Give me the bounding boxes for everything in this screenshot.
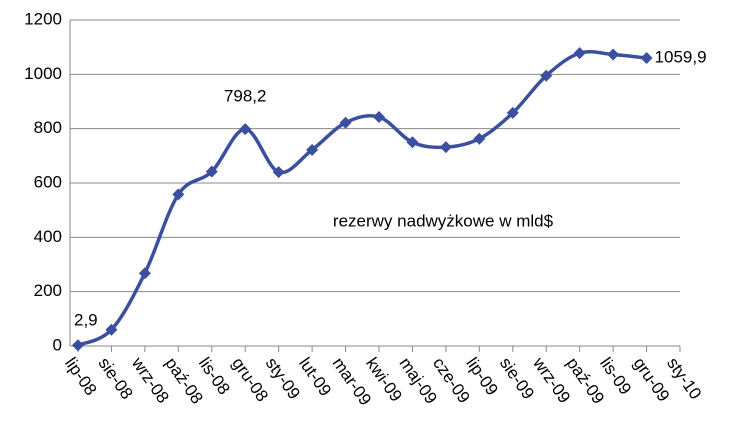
series-line <box>77 50 647 347</box>
y-tick-label: 400 <box>34 227 62 246</box>
y-tick-label: 0 <box>53 335 62 354</box>
marker <box>406 136 419 149</box>
marker <box>272 166 285 179</box>
y-tick-label: 800 <box>34 118 62 137</box>
y-tick-label: 1000 <box>24 64 62 83</box>
marker <box>105 323 118 336</box>
y-tick-label: 600 <box>34 172 62 191</box>
marker <box>439 141 452 154</box>
marker <box>306 143 319 156</box>
data-label: 1059,9 <box>655 48 707 67</box>
marker <box>473 132 486 145</box>
marker <box>640 52 653 65</box>
x-tick-label: sie-08 <box>94 354 136 403</box>
marker <box>540 69 553 82</box>
marker <box>339 116 352 129</box>
data-label: 798,2 <box>224 87 267 106</box>
marker <box>172 188 185 201</box>
x-tick-label: sie-09 <box>496 354 538 403</box>
marker <box>373 110 385 123</box>
marker <box>72 339 84 352</box>
marker <box>239 123 252 136</box>
x-tick-label: lip-08 <box>61 354 100 399</box>
y-tick-label: 1200 <box>24 9 62 28</box>
marker <box>573 47 586 60</box>
marker <box>138 267 151 280</box>
y-tick-label: 200 <box>34 281 62 300</box>
annotation: rezerwy nadwyżkowe w mld$ <box>333 211 554 230</box>
marker <box>205 165 218 178</box>
marker <box>506 106 519 119</box>
marker <box>607 48 620 61</box>
data-label: 2,9 <box>74 311 98 330</box>
